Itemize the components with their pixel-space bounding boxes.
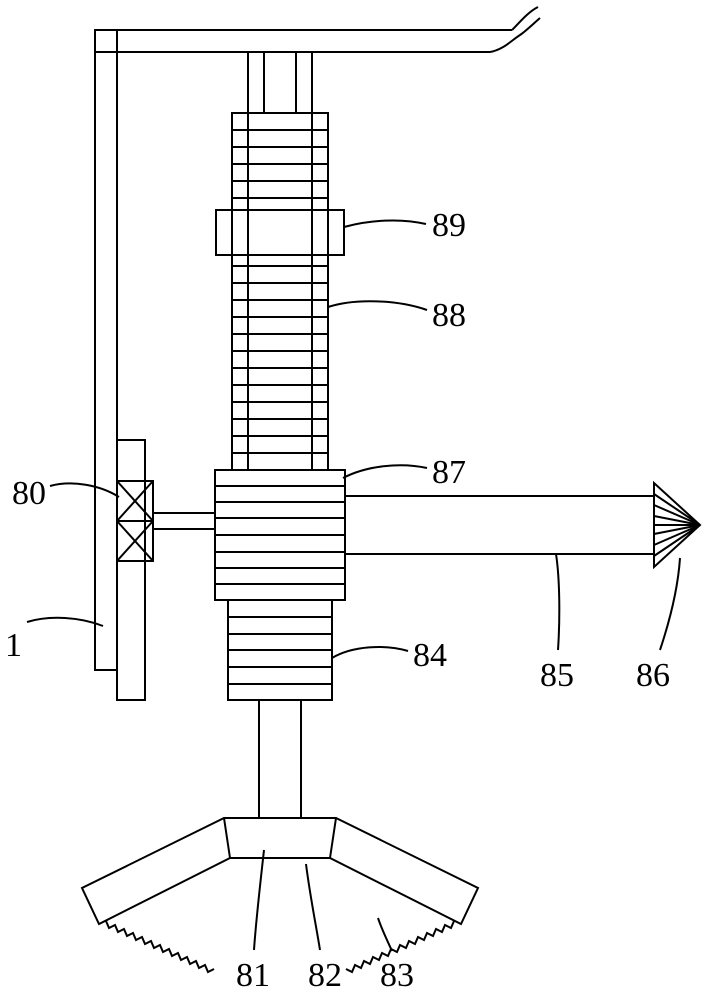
blade-assembly: [82, 700, 478, 972]
label-80: 80: [12, 475, 46, 512]
output-shaft-85: [345, 496, 654, 554]
mount-plate: [117, 440, 145, 700]
label-83: 83: [380, 957, 414, 994]
bracket-frame: [95, 7, 540, 670]
label-85: 85: [540, 657, 574, 694]
label-87: 87: [432, 454, 466, 491]
serrations-left: [106, 921, 214, 972]
mid-gear-87: [215, 470, 345, 600]
bearing-block-80: [117, 481, 215, 561]
follower-89: [216, 210, 344, 255]
leaders: [27, 220, 680, 951]
label-89: 89: [432, 207, 466, 244]
label-84: 84: [413, 637, 447, 674]
label-82: 82: [308, 957, 342, 994]
lower-gear-84: [228, 600, 332, 700]
upper-rack-88: [232, 52, 328, 470]
label-86: 86: [636, 657, 670, 694]
conical-tip-86: [654, 483, 700, 567]
label-81: 81: [236, 957, 270, 994]
label-1: 1: [5, 627, 22, 664]
label-88: 88: [432, 297, 466, 334]
